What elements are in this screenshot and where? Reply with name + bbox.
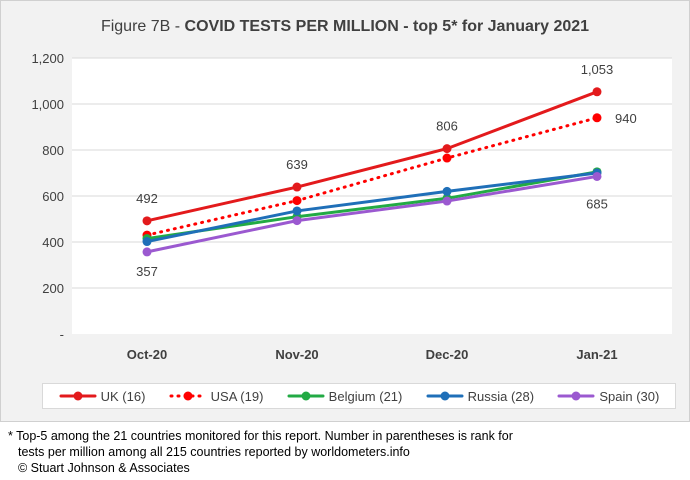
footnote-line-3: © Stuart Johnson & Associates [18, 461, 190, 475]
series-point [592, 171, 602, 181]
legend-item: Russia (28) [426, 389, 534, 404]
data-label: 940 [615, 111, 637, 126]
y-tick-label: 200 [42, 281, 64, 296]
legend-marker [440, 391, 450, 401]
x-axis-ticks: Oct-20 Nov-20 Dec-20 Jan-21 [127, 347, 618, 362]
legend-marker [571, 391, 581, 401]
chart-title: Figure 7B - COVID TESTS PER MILLION - to… [101, 18, 589, 35]
legend-label: USA (19) [210, 388, 264, 404]
footnote-line-2: tests per million among all 215 countrie… [18, 445, 410, 459]
series-line [145, 116, 599, 237]
series-line [145, 90, 599, 223]
y-tick-label: 1,000 [31, 97, 64, 112]
legend: UK (16) USA (19) Belgium (21) Russia (28) Sp… [42, 383, 676, 409]
x-tick-label: Oct-20 [127, 347, 167, 362]
series-line [145, 174, 599, 254]
data-label: 806 [436, 119, 458, 134]
series-point [592, 87, 602, 97]
y-tick-label: 800 [42, 143, 64, 158]
data-label: 357 [136, 264, 158, 279]
series-point [292, 206, 302, 216]
legend-label: Spain (30) [599, 388, 660, 404]
legend-swatch [426, 391, 464, 401]
legend-label: UK (16) [100, 388, 146, 404]
legend-item: Belgium (21) [287, 388, 403, 404]
series-point [592, 113, 602, 123]
x-tick-label: Dec-20 [426, 347, 469, 362]
legend-marker [183, 391, 193, 401]
footnote: * Top-5 among the 21 countries monitored… [8, 428, 678, 476]
series-point [292, 182, 302, 192]
y-tick-label: 600 [42, 189, 64, 204]
y-tick-label: - [60, 327, 64, 342]
legend-label: Russia (28) [467, 388, 535, 404]
data-label: 492 [136, 191, 158, 206]
legend-label: Belgium (21) [328, 388, 403, 404]
data-label: 685 [586, 196, 608, 211]
series-point [442, 153, 452, 163]
legend-swatch [59, 391, 97, 401]
data-label: 639 [286, 157, 308, 172]
data-label: 1,053 [581, 62, 614, 77]
legend-item: Spain (30) [557, 389, 659, 404]
footnote-line-1: * Top-5 among the 21 countries monitored… [8, 429, 513, 443]
x-tick-label: Jan-21 [576, 347, 617, 362]
series-point [442, 196, 452, 206]
series-point [442, 144, 452, 154]
series-point [292, 216, 302, 226]
series-point [292, 196, 302, 206]
series-point [142, 247, 152, 257]
y-axis-ticks: - 200 400 600 800 1,000 1,200 [31, 51, 64, 342]
chart-title-bold: COVID TESTS PER MILLION - top 5* for Jan… [185, 18, 590, 35]
legend-marker [73, 391, 83, 401]
series-line [145, 171, 599, 244]
x-tick-label: Nov-20 [275, 347, 318, 362]
chart: Figure 7B - COVID TESTS PER MILLION - to… [31, 18, 672, 362]
legend-swatch [169, 391, 207, 401]
chart-title-prefix: Figure 7B - [101, 18, 185, 35]
y-tick-label: 1,200 [31, 51, 64, 66]
legend-swatch [557, 391, 595, 401]
series-lines [142, 87, 602, 257]
legend-item: UK (16) [59, 388, 146, 404]
legend-swatch [287, 391, 325, 401]
series-point [142, 216, 152, 226]
data-labels: 492 639 806 1,053 940 357 685 [136, 62, 637, 279]
legend-item: USA (19) [169, 388, 264, 404]
series-point [142, 237, 152, 247]
series-point [442, 186, 452, 196]
gridlines [72, 57, 672, 289]
y-tick-label: 400 [42, 235, 64, 250]
legend-marker [301, 391, 311, 401]
